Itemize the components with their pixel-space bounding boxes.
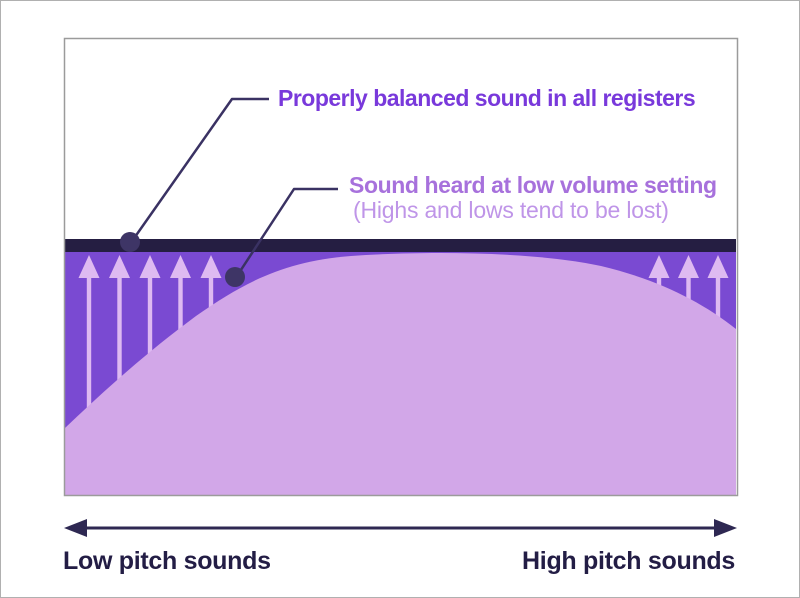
callout-line-balanced (128, 97, 269, 245)
low-pitch-label: Low pitch sounds (63, 547, 271, 575)
callout-dot-low-volume-icon (225, 267, 245, 287)
callout-balanced-label: Properly balanced sound in all registers (278, 85, 696, 111)
balanced-sound-line (65, 239, 736, 252)
diagram-frame (63, 37, 739, 497)
callout-line-low-volume (233, 187, 338, 280)
low-volume-sound-region (65, 253, 736, 495)
high-pitch-label: High pitch sounds (522, 547, 735, 575)
callout-low-volume-label: Sound heard at low volume setting (349, 172, 717, 198)
callout-low-volume-label-group: Sound heard at low volume setting (Highs… (349, 173, 717, 223)
callout-low-volume-sublabel: (Highs and lows tend to be lost) (353, 197, 669, 223)
pitch-axis-arrow-icon (64, 519, 737, 537)
callout-dot-balanced-icon (120, 232, 140, 252)
